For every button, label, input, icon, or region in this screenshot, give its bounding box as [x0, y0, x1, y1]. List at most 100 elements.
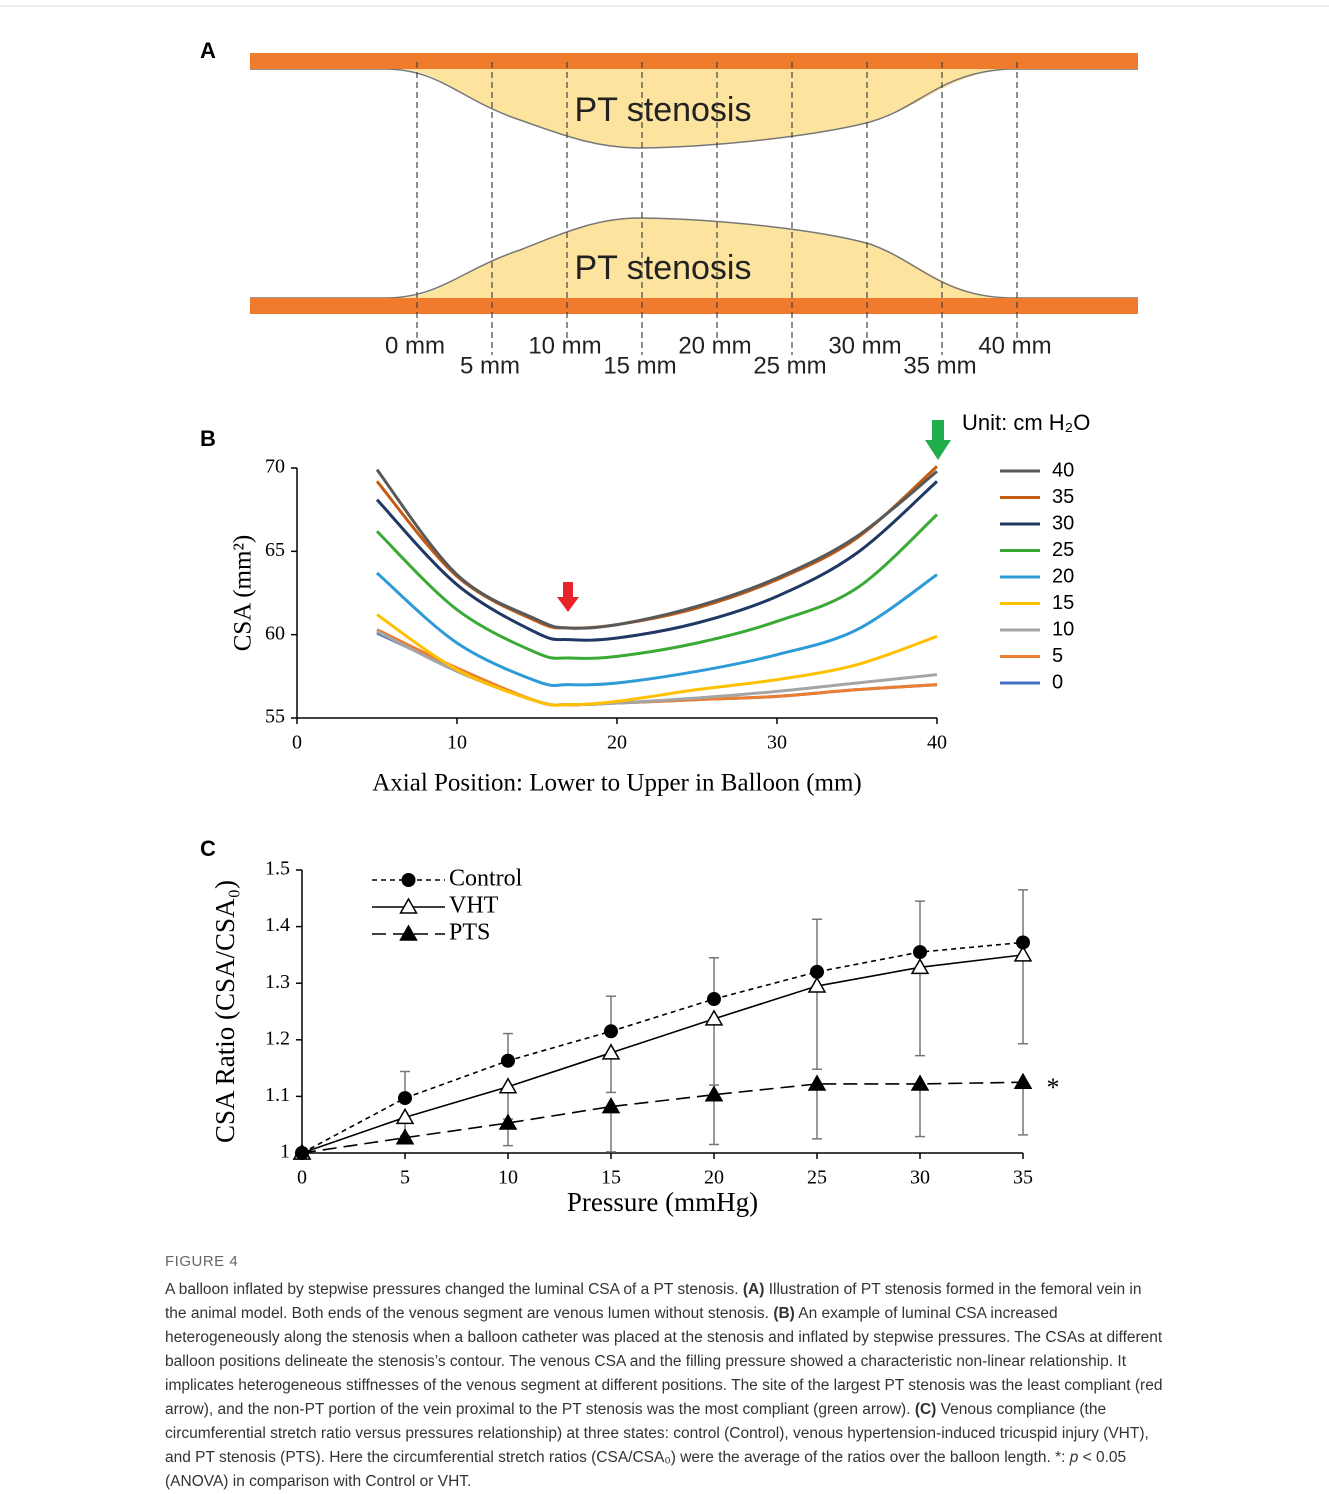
- x-tick-label: 25: [807, 1167, 827, 1189]
- marker: [704, 1009, 724, 1026]
- marker: [601, 1043, 621, 1060]
- vein-wall: [250, 217, 1138, 299]
- position-label: 0 mm: [385, 332, 445, 359]
- position-label: 35 mm: [903, 352, 976, 379]
- y-tick-label: 1.5: [265, 858, 290, 880]
- marker: [501, 1053, 515, 1068]
- position-label: 5 mm: [460, 352, 520, 379]
- marker: [498, 1077, 518, 1094]
- marker: [399, 924, 418, 941]
- marker: [1016, 935, 1030, 950]
- series-line: [376, 571, 938, 687]
- legend-label: 35: [1052, 486, 1074, 508]
- legend-title: Unit: cm H₂O: [962, 410, 1090, 435]
- legend-label: 30: [1052, 512, 1074, 534]
- legend-label: 15: [1052, 592, 1074, 614]
- marker: [399, 897, 418, 914]
- x-tick-label: 20: [704, 1167, 724, 1189]
- series-line: [375, 513, 939, 660]
- caption-run: Venous compliance (the circumferential s…: [165, 1401, 1149, 1466]
- annotation: *: [1047, 1073, 1060, 1102]
- y-axis-label: CSA (mm²): [230, 535, 257, 652]
- red-arrow: [557, 582, 579, 612]
- caption-run: (A): [742, 1281, 765, 1298]
- y-tick-label: 55: [265, 706, 285, 728]
- legend-label: 0: [1052, 671, 1063, 693]
- caption: FIGURE 4 A balloon inflated by stepwise …: [165, 1250, 1165, 1494]
- region-label: PT stenosis: [574, 249, 751, 287]
- marker: [913, 945, 927, 960]
- caption-run: Illustration of PT stenosis formed in th…: [165, 1281, 1142, 1322]
- x-tick-label: 10: [498, 1167, 518, 1189]
- marker: [807, 1074, 827, 1091]
- stenosis-bottom: [395, 218, 1000, 298]
- series-line: [376, 628, 938, 707]
- marker: [604, 1024, 618, 1039]
- balloon-wall: [250, 298, 1138, 314]
- panel-letter: B: [200, 426, 216, 451]
- caption-text: A balloon inflated by stepwise pressures…: [165, 1278, 1165, 1494]
- panel-letter: C: [200, 836, 216, 861]
- marker: [395, 1107, 415, 1125]
- marker: [395, 1128, 415, 1145]
- y-tick-label: 1.3: [265, 971, 290, 993]
- region-label: PT stenosis: [574, 91, 751, 129]
- caption-run: p: [1069, 1449, 1079, 1466]
- series-line: [376, 613, 938, 707]
- legend-label: 10: [1052, 618, 1074, 640]
- x-tick-label: 35: [1013, 1167, 1033, 1189]
- position-label: 10 mm: [528, 332, 601, 359]
- y-tick-label: 70: [265, 456, 285, 478]
- marker: [810, 964, 824, 979]
- figure-label: FIGURE 4: [165, 1253, 239, 1270]
- marker: [1013, 1072, 1033, 1089]
- x-tick-label: 40: [927, 732, 947, 754]
- legend-label: 40: [1052, 459, 1074, 481]
- legend-label: 5: [1052, 645, 1063, 667]
- series-line: [375, 465, 939, 630]
- marker: [401, 873, 416, 887]
- x-axis-label: Axial Position: Lower to Upper in Balloo…: [372, 770, 862, 797]
- series-line: [301, 954, 1024, 1154]
- y-tick-label: 65: [265, 539, 285, 561]
- y-axis-label: CSA Ratio (CSA/CSA₀): [210, 880, 240, 1143]
- caption-run: (C): [914, 1401, 937, 1418]
- legend-label: VHT: [449, 893, 499, 919]
- legend-label: 20: [1052, 565, 1074, 587]
- y-tick-label: 1.4: [265, 914, 290, 936]
- caption-run: An example of luminal CSA increased hete…: [165, 1305, 1163, 1418]
- figure: PT stenosis PT stenosis A 0 mm 5 mm 10 mm 1…: [0, 5, 1329, 1217]
- marker: [498, 1113, 518, 1130]
- marker: [601, 1097, 621, 1114]
- legend-label: 25: [1052, 539, 1074, 561]
- marker: [910, 1074, 930, 1091]
- marker: [910, 957, 930, 975]
- legend-label: PTS: [449, 920, 490, 946]
- marker: [707, 992, 721, 1007]
- series-line: [301, 941, 1024, 1154]
- marker: [1013, 945, 1033, 962]
- x-tick-label: 0: [297, 1167, 307, 1189]
- position-label: 25 mm: [753, 352, 826, 379]
- green-arrow: [925, 420, 951, 460]
- series-line: [375, 468, 938, 630]
- stenosis-top: [395, 69, 1000, 148]
- marker: [295, 1146, 309, 1160]
- series-line: [375, 480, 939, 642]
- x-tick-label: 30: [910, 1167, 930, 1189]
- caption-run: A balloon inflated by stepwise pressures…: [165, 1281, 743, 1298]
- vein-wall: [250, 68, 1138, 149]
- position-label: 30 mm: [828, 332, 901, 359]
- x-tick-label: 5: [400, 1167, 410, 1189]
- x-tick-label: 10: [447, 732, 467, 754]
- caption-run: (B): [773, 1305, 795, 1322]
- marker: [398, 1091, 412, 1106]
- panel-letter: A: [200, 38, 216, 63]
- x-tick-label: 0: [292, 732, 302, 754]
- x-axis-label: Pressure (mmHg): [567, 1187, 758, 1217]
- y-tick-label: 1.2: [265, 1027, 290, 1049]
- position-label: 20 mm: [678, 332, 751, 359]
- balloon-wall: [250, 53, 1138, 69]
- marker: [704, 1085, 724, 1102]
